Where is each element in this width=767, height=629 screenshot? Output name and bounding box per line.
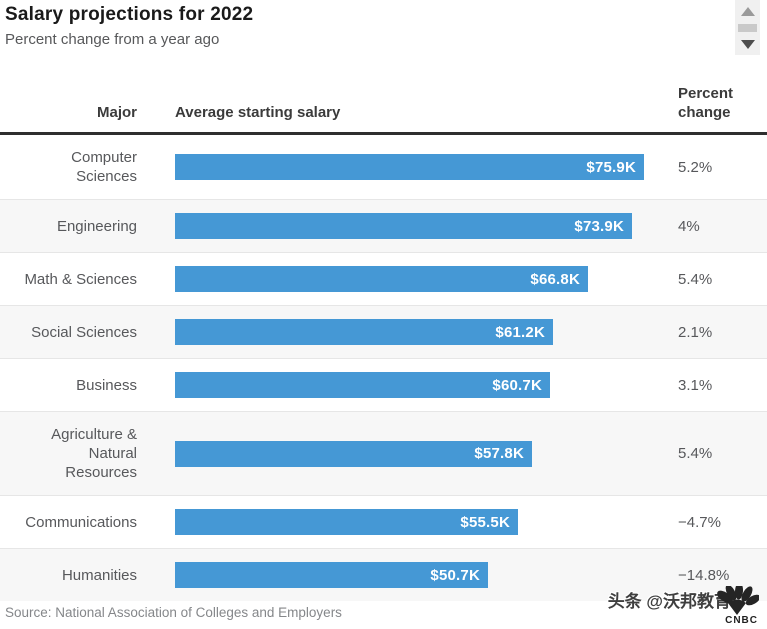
major-label: Communications — [25, 513, 137, 531]
salary-table: Major Average starting salary Percent ch… — [0, 84, 767, 601]
salary-bar-cell: $73.9K — [175, 213, 660, 239]
watermark-text: 头条 @沃邦教育 — [607, 592, 731, 611]
table-row: Social Sciences $61.2K 2.1% — [0, 305, 767, 358]
page-subtitle: Percent change from a year ago — [5, 31, 220, 48]
percent-change-value: 5.2% — [678, 158, 713, 176]
salary-bar: $50.7K — [175, 562, 488, 588]
percent-change-value: −14.8% — [678, 566, 730, 584]
salary-bar-cell: $55.5K — [175, 509, 660, 535]
salary-bar: $57.8K — [175, 440, 532, 467]
salary-value-label: $61.2K — [495, 323, 545, 341]
percent-change-value: 3.1% — [678, 376, 713, 394]
watermark: 头条 @沃邦教育 CNBC — [594, 581, 759, 627]
salary-bar: $60.7K — [175, 372, 550, 398]
salary-value-label: $66.8K — [530, 270, 580, 288]
salary-bar: $75.9K — [175, 154, 644, 180]
major-label: Math & Sciences — [24, 270, 137, 288]
salary-value-label: $60.7K — [492, 376, 542, 394]
table-row: Humanities $50.7K −14.8% — [0, 548, 767, 601]
scroll-up-icon[interactable] — [740, 7, 755, 16]
table-header-row: Major Average starting salary Percent ch… — [0, 84, 767, 135]
column-header-major: Major — [96, 104, 137, 121]
percent-change-value: 5.4% — [678, 445, 713, 462]
salary-bar: $73.9K — [175, 213, 632, 239]
scroll-thumb[interactable] — [738, 24, 757, 32]
source-note: Source: National Association of Colleges… — [5, 605, 342, 620]
salary-bar-cell: $57.8K — [175, 440, 660, 467]
salary-bar: $61.2K — [175, 319, 553, 345]
salary-bar-cell: $60.7K — [175, 372, 660, 398]
cnbc-peacock-icon — [717, 586, 759, 615]
percent-change-value: −4.7% — [678, 513, 721, 531]
salary-value-label: $50.7K — [430, 566, 480, 584]
major-label: Engineering — [56, 217, 137, 235]
table-row: Agriculture & Natural Resources $57.8K 5.4… — [0, 411, 767, 495]
table-row: Math & Sciences $66.8K 5.4% — [0, 252, 767, 305]
column-header-salary: Average starting salary — [175, 104, 341, 121]
table-row: Computer Sciences $75.9K 5.2% — [0, 135, 767, 199]
salary-value-label: $55.5K — [460, 513, 510, 531]
table-row: Business $60.7K 3.1% — [0, 358, 767, 411]
salary-bar-cell: $66.8K — [175, 266, 660, 292]
salary-bar-cell: $75.9K — [175, 154, 660, 180]
major-label: Computer Sciences — [71, 149, 137, 185]
scrollbar[interactable] — [735, 0, 760, 55]
table-body: Computer Sciences $75.9K 5.2% Engineering… — [0, 135, 767, 601]
major-label: Humanities — [61, 566, 137, 584]
column-header-percent-change: Percent change — [678, 85, 734, 121]
page-title: Salary projections for 2022 — [5, 4, 254, 25]
scroll-down-icon[interactable] — [740, 40, 755, 49]
percent-change-value: 4% — [678, 217, 700, 235]
salary-value-label: $75.9K — [586, 158, 636, 176]
table-row: Communications $55.5K −4.7% — [0, 495, 767, 548]
salary-value-label: $57.8K — [474, 445, 524, 462]
chart-header: Salary projections for 2022 Percent chan… — [0, 0, 767, 48]
salary-bar: $55.5K — [175, 509, 518, 535]
salary-bar: $66.8K — [175, 266, 588, 292]
major-label: Agriculture & Natural Resources — [51, 426, 137, 481]
major-label: Social Sciences — [31, 323, 137, 341]
table-row: Engineering $73.9K 4% — [0, 199, 767, 252]
percent-change-value: 5.4% — [678, 270, 713, 288]
salary-bar-cell: $61.2K — [175, 319, 660, 345]
major-label: Business — [76, 376, 137, 394]
cnbc-logo-text: CNBC — [725, 615, 758, 626]
percent-change-value: 2.1% — [678, 323, 713, 341]
salary-value-label: $73.9K — [574, 217, 624, 235]
salary-bar-cell: $50.7K — [175, 562, 660, 588]
